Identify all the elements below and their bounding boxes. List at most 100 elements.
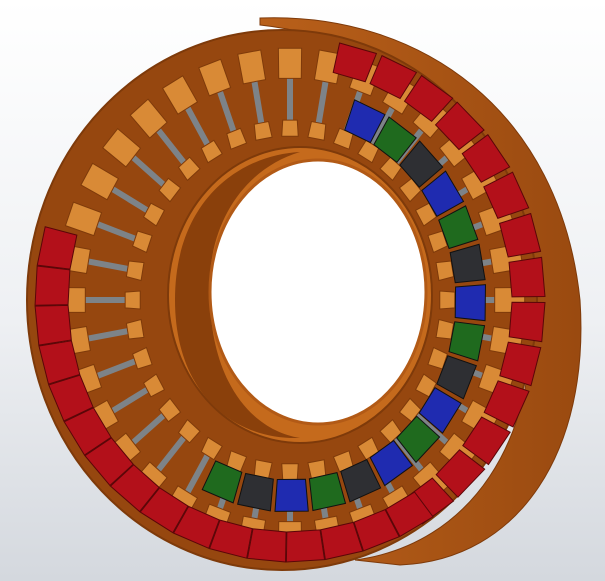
inner-winding-coils	[201, 99, 486, 512]
coil-end-turn-red	[498, 212, 542, 258]
coil-end-turn-red	[462, 416, 511, 466]
coil-end-turn-red	[84, 437, 134, 487]
coil-end-turn-red	[38, 340, 81, 385]
coil-end-turn-red	[483, 171, 530, 219]
slot-tooth-tip	[253, 120, 273, 141]
coil-phase-b	[454, 284, 486, 322]
coil-end-turn-red	[48, 374, 94, 422]
slot-insulation	[409, 408, 450, 445]
slot-insulation	[184, 447, 214, 494]
slot-tooth-tip	[158, 177, 182, 203]
coil-end-turn-red	[34, 265, 71, 306]
slot-insulation	[155, 128, 191, 171]
coil-phase-c	[373, 116, 417, 163]
slot-tooth-tip	[427, 230, 448, 254]
slot-tooth-tip	[177, 156, 201, 182]
coil-phase-b	[344, 99, 386, 144]
coil-end-turn-red	[109, 464, 160, 513]
stator-bore-opening	[208, 158, 428, 426]
coil-phase-b	[369, 439, 414, 487]
coil-phase-d	[399, 140, 444, 188]
coil-end-turn-red	[139, 487, 189, 534]
slot-tooth-tip	[200, 139, 223, 164]
coil-end-turn-red	[320, 521, 364, 561]
slot-insulation	[110, 186, 155, 217]
slot-insulation	[217, 90, 239, 140]
coil-end-turn-red	[508, 301, 546, 343]
slot-insulation	[87, 258, 135, 274]
slot-tooth-tip	[414, 202, 438, 227]
coil-phase-b	[418, 386, 462, 434]
slot-tooth-tip	[200, 436, 223, 461]
slot-tooth-tip	[226, 127, 248, 150]
slot-insulation	[96, 356, 143, 379]
coil-end-turn-red	[403, 74, 454, 123]
slot-tooth-tip	[125, 318, 145, 340]
coil-end-turn-red	[499, 341, 542, 387]
slot-tooth-tip	[158, 397, 182, 423]
coil-end-turn-red	[208, 519, 253, 559]
slot-insulation	[251, 80, 266, 132]
coil-end-turn-red	[246, 528, 287, 563]
coil-end-turn-red	[369, 54, 418, 100]
coil-end-turn-red	[508, 256, 546, 298]
slot-tooth-tip	[281, 119, 299, 137]
slot-opening	[102, 127, 142, 168]
slot-tooth-tip	[435, 318, 455, 340]
slot-tooth-tip	[124, 290, 141, 310]
coil-end-turn-red	[353, 509, 400, 552]
coil-phase-c	[201, 460, 243, 504]
slot-tooth-tip	[332, 450, 354, 473]
coil-end-turn-red	[332, 42, 378, 83]
slot-tooth-tip	[142, 373, 166, 398]
slot-opening	[161, 75, 199, 115]
coil-end-turn-red	[36, 226, 78, 270]
slot-tooth-tip	[177, 418, 201, 444]
coil-end-turn-red	[434, 101, 485, 151]
slot-opening	[80, 162, 120, 201]
slot-insulation	[314, 80, 329, 132]
coil-end-turn-red	[385, 491, 434, 538]
coil-phase-b	[274, 478, 309, 512]
slot-tooth-tip	[281, 463, 299, 481]
coil-phase-d	[449, 243, 486, 284]
slot-insulation	[155, 429, 191, 472]
slot-opening	[277, 47, 303, 79]
slot-tooth-tip	[125, 260, 145, 282]
coil-end-turn-red	[285, 529, 326, 563]
slot-opening	[198, 58, 232, 97]
coil-end-turn-red	[435, 449, 486, 498]
coil-end-turn-red	[63, 407, 112, 456]
slot-tooth-tip	[142, 202, 166, 227]
coil-phase-c	[448, 321, 486, 362]
slot-tooth-tip	[307, 120, 327, 141]
slot-tooth-tip	[398, 177, 422, 203]
slot-insulation	[130, 155, 171, 192]
bore-shadow	[175, 152, 300, 439]
slot-insulation	[184, 106, 214, 153]
coil-phase-c	[438, 205, 479, 250]
slot-tooth-tip	[439, 290, 456, 310]
slot-opening	[129, 98, 168, 139]
slot-insulation	[366, 106, 396, 153]
slot-opening	[237, 49, 267, 85]
slot-tooth-tip	[132, 346, 153, 370]
coil-end-turn-red	[172, 505, 220, 550]
slot-insulation	[130, 408, 171, 445]
coil-phase-c	[396, 415, 441, 464]
coil-phase-b	[421, 170, 465, 217]
coil-end-turn-red	[34, 304, 72, 346]
coil-phase-d	[237, 472, 274, 512]
coil-phase-d	[340, 458, 382, 503]
outer-winding-end-turns	[34, 42, 546, 563]
slot-tooth-tip	[132, 230, 153, 254]
slot-opening	[64, 201, 103, 237]
slot-insulation	[87, 326, 135, 342]
coil-end-turn-red	[461, 133, 511, 183]
coil-phase-c	[308, 472, 347, 512]
coil-phase-d	[436, 355, 478, 400]
slot-tooth-tip	[435, 260, 455, 282]
slot-insulation	[110, 383, 155, 414]
